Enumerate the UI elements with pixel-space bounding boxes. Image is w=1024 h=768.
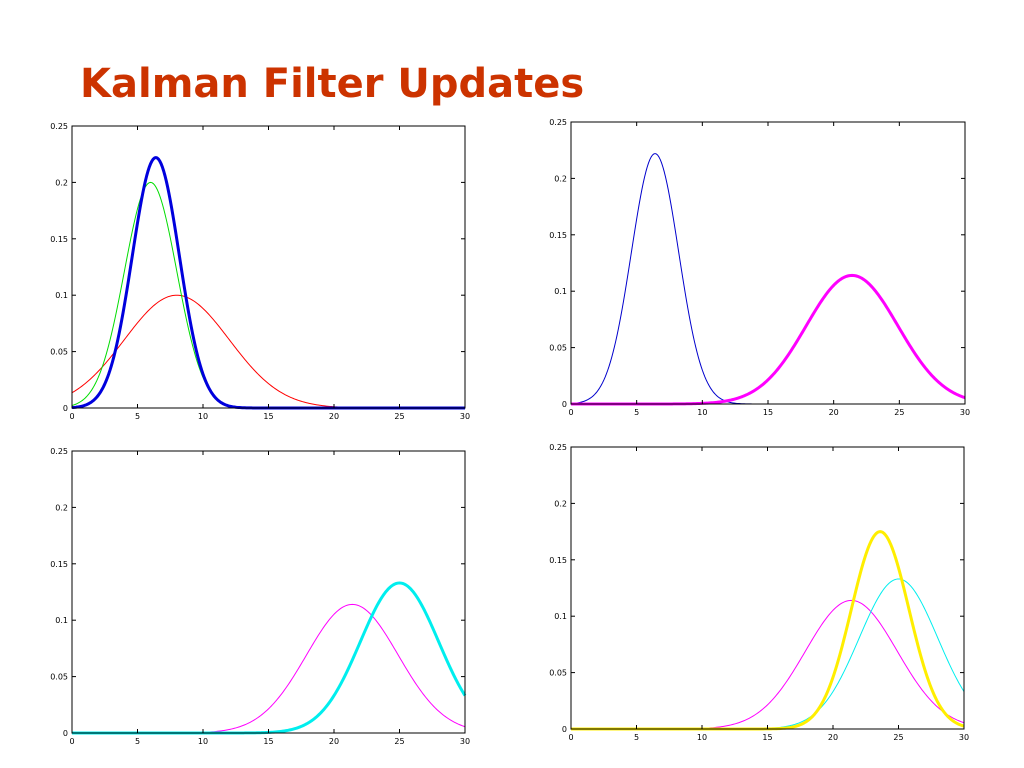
x-tick-label: 25 <box>894 408 904 417</box>
x-tick-label: 20 <box>329 737 339 746</box>
x-tick-label: 10 <box>198 412 208 421</box>
x-tick-label: 20 <box>828 733 838 742</box>
plot-top-right: 0 5 10 15 20 25 30 0 0.05 0.1 0.15 0.2 0.25 <box>538 114 978 420</box>
series-line-1 <box>570 273 966 406</box>
x-tick-label: 0 <box>69 412 74 421</box>
x-tick-label: 5 <box>135 412 140 421</box>
x-tick-label: 5 <box>135 737 140 746</box>
x-tick-label: 10 <box>198 737 208 746</box>
y-tick-label: 0.15 <box>549 231 567 240</box>
plot-top-left-svg: 0 5 10 15 20 25 30 0 0.05 0.1 0.15 0.2 0.25 <box>50 122 470 421</box>
x-tick-label: 30 <box>460 412 470 421</box>
plot-bottom-right: 0 5 10 15 20 25 30 0 0.05 0.1 0.15 0.2 0.25 <box>538 439 978 745</box>
y-tick-label: 0.2 <box>554 174 567 183</box>
y-tick-label: 0 <box>63 729 68 738</box>
y-tick-label: 0.2 <box>55 178 68 187</box>
x-tick-label: 0 <box>568 733 573 742</box>
y-tick-label: 0.2 <box>55 503 68 512</box>
x-tick-label: 20 <box>329 412 339 421</box>
y-tick-label: 0 <box>63 404 68 413</box>
x-tick-label: 30 <box>460 737 470 746</box>
y-tick-label: 0.05 <box>549 669 567 678</box>
plot-top-left: 0 5 10 15 20 25 30 0 0.05 0.1 0.15 0.2 0.25 <box>40 118 480 424</box>
series-line-0 <box>571 599 965 730</box>
series-line-2 <box>570 530 965 731</box>
series-line-0 <box>570 153 965 405</box>
x-tick-label: 5 <box>634 733 639 742</box>
y-tick-label: 0.05 <box>549 344 567 353</box>
series-line-1 <box>571 578 965 730</box>
x-tick-label: 15 <box>762 733 772 742</box>
y-tick-label: 0.15 <box>50 235 68 244</box>
x-tick-label: 0 <box>568 408 573 417</box>
y-tick-label: 0 <box>562 725 567 734</box>
y-tick-label: 0.05 <box>50 348 68 357</box>
x-tick-label: 25 <box>893 733 903 742</box>
x-tick-label: 15 <box>763 408 773 417</box>
y-tick-label: 0 <box>562 400 567 409</box>
plot-bottom-left: 0 5 10 15 20 25 30 0 0.05 0.1 0.15 0.2 0.25 <box>40 443 480 749</box>
x-tick-label: 10 <box>697 408 707 417</box>
y-tick-label: 0.25 <box>50 447 68 456</box>
series-line-1 <box>71 181 465 409</box>
x-tick-label: 10 <box>697 733 707 742</box>
y-tick-label: 0.1 <box>554 287 567 296</box>
y-tick-label: 0.05 <box>50 673 68 682</box>
y-tick-label: 0.1 <box>55 291 68 300</box>
plot-top-right-svg: 0 5 10 15 20 25 30 0 0.05 0.1 0.15 0.2 0.25 <box>549 118 970 417</box>
x-tick-label: 20 <box>829 408 839 417</box>
x-tick-label: 30 <box>959 733 969 742</box>
y-tick-label: 0.1 <box>554 612 567 621</box>
x-tick-label: 15 <box>263 412 273 421</box>
series-line-2 <box>71 156 466 410</box>
series-line-0 <box>71 294 465 409</box>
y-tick-label: 0.25 <box>549 443 567 452</box>
x-tick-label: 25 <box>394 737 404 746</box>
x-tick-label: 5 <box>634 408 639 417</box>
series-line-1 <box>71 581 467 735</box>
plot-bottom-left-svg: 0 5 10 15 20 25 30 0 0.05 0.1 0.15 0.2 0.25 <box>50 447 470 746</box>
y-tick-label: 0.1 <box>55 616 68 625</box>
slide-title: Kalman Filter Updates <box>80 61 585 107</box>
x-tick-label: 25 <box>394 412 404 421</box>
y-tick-label: 0.2 <box>554 499 567 508</box>
y-tick-label: 0.15 <box>50 560 68 569</box>
x-tick-label: 30 <box>960 408 970 417</box>
x-tick-label: 15 <box>263 737 273 746</box>
plot-bottom-right-svg: 0 5 10 15 20 25 30 0 0.05 0.1 0.15 0.2 0.25 <box>549 443 969 742</box>
y-tick-label: 0.25 <box>50 122 68 131</box>
y-tick-label: 0.25 <box>549 118 567 127</box>
series-line-0 <box>72 603 466 734</box>
plot-frame <box>71 450 466 734</box>
x-tick-label: 0 <box>69 737 74 746</box>
y-tick-label: 0.15 <box>549 556 567 565</box>
